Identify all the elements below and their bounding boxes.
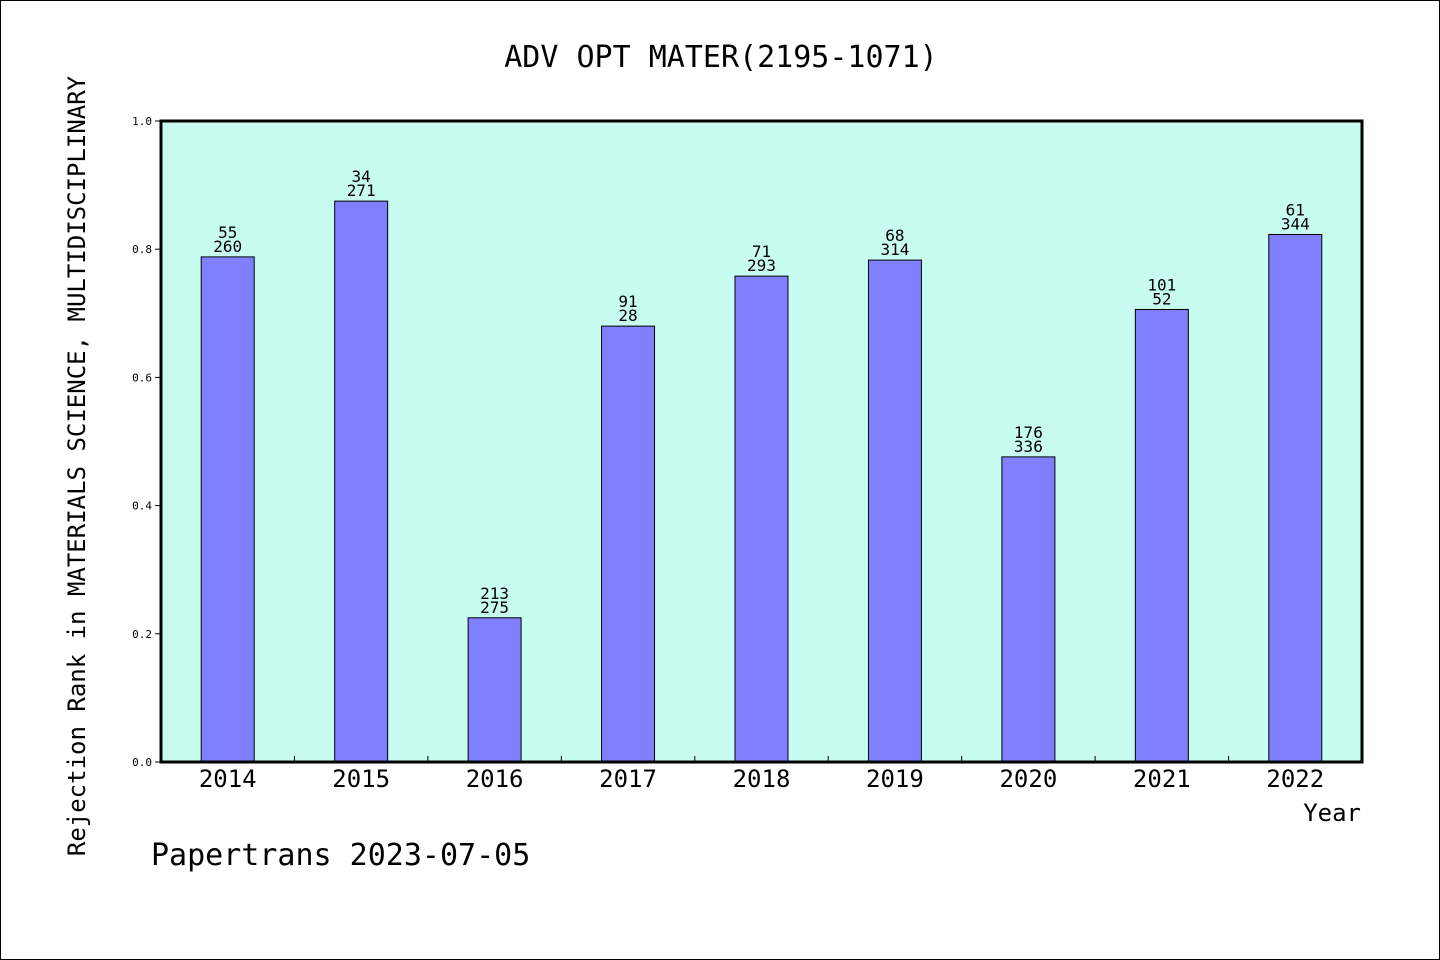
- bar-label-top-2015: 34: [352, 167, 371, 186]
- x-tick-label-2019: 2019: [866, 765, 924, 793]
- bar-label-top-2021: 101: [1147, 275, 1176, 294]
- bar-label-bottom-2018: 293: [747, 256, 776, 275]
- bar-label-bottom-2017: 28: [618, 306, 637, 325]
- x-axis: 2014 2015 2016 2017 2018 2019 2020 2021 2022: [199, 756, 1324, 793]
- y-axis-label: Rejection Rank in MATERIALS SCIENCE, MUL…: [63, 75, 91, 856]
- bar-label-top-2016: 213: [480, 584, 509, 603]
- y-tick-label: 0.6: [132, 371, 152, 384]
- x-tick-label-2021: 2021: [1133, 765, 1191, 793]
- bar-label-bottom-2019: 314: [880, 240, 909, 259]
- y-axis: 0.0 0.2 0.4 0.6 0.8 1.0: [132, 115, 161, 769]
- chart-title: ADV OPT MATER(2195-1071): [504, 40, 937, 75]
- x-tick-label-2018: 2018: [733, 765, 791, 793]
- bar-2022: [1268, 233, 1323, 763]
- bar-label-top-2018: 71: [752, 242, 771, 261]
- bar-2017: [601, 325, 656, 763]
- x-tick-label-2020: 2020: [999, 765, 1057, 793]
- bar-2018: [734, 275, 789, 763]
- y-tick-label: 0.2: [132, 628, 152, 641]
- x-tick-label-2014: 2014: [199, 765, 257, 793]
- bar-label-bottom-2016: 275: [480, 598, 509, 617]
- bar-2015: [334, 200, 389, 763]
- bar-label-top-2022: 61: [1286, 200, 1305, 219]
- bar-2014: [200, 256, 255, 763]
- bar-2021: [1134, 308, 1189, 763]
- x-tick-label-2016: 2016: [466, 765, 524, 793]
- bar-2020: [1001, 456, 1056, 763]
- bar-label-top-2017: 91: [618, 292, 637, 311]
- y-tick-label: 1.0: [132, 115, 152, 128]
- bar-label-top-2020: 176: [1014, 423, 1043, 442]
- bar-label-bottom-2015: 271: [347, 181, 376, 200]
- bar-2016: [467, 617, 522, 763]
- bar-label-bottom-2022: 344: [1281, 214, 1310, 233]
- bar-label-bottom-2021: 52: [1152, 289, 1171, 308]
- bar-label-bottom-2014: 260: [213, 237, 242, 256]
- plot-border: [159, 119, 1364, 764]
- bar-label-bottom-2020: 336: [1014, 437, 1043, 456]
- x-axis-label: Year: [1303, 799, 1361, 827]
- credit-text: Papertrans 2023-07-05: [151, 838, 530, 873]
- y-tick-label: 0.8: [132, 243, 152, 256]
- x-tick-label-2017: 2017: [599, 765, 657, 793]
- bar-label-top-2014: 55: [218, 223, 237, 242]
- y-tick-label: 0.0: [132, 756, 152, 769]
- x-tick-label-2022: 2022: [1266, 765, 1324, 793]
- bar-2019: [867, 259, 922, 763]
- bar-label-top-2019: 68: [885, 226, 904, 245]
- x-tick-label-2015: 2015: [332, 765, 390, 793]
- y-tick-label: 0.4: [132, 500, 152, 513]
